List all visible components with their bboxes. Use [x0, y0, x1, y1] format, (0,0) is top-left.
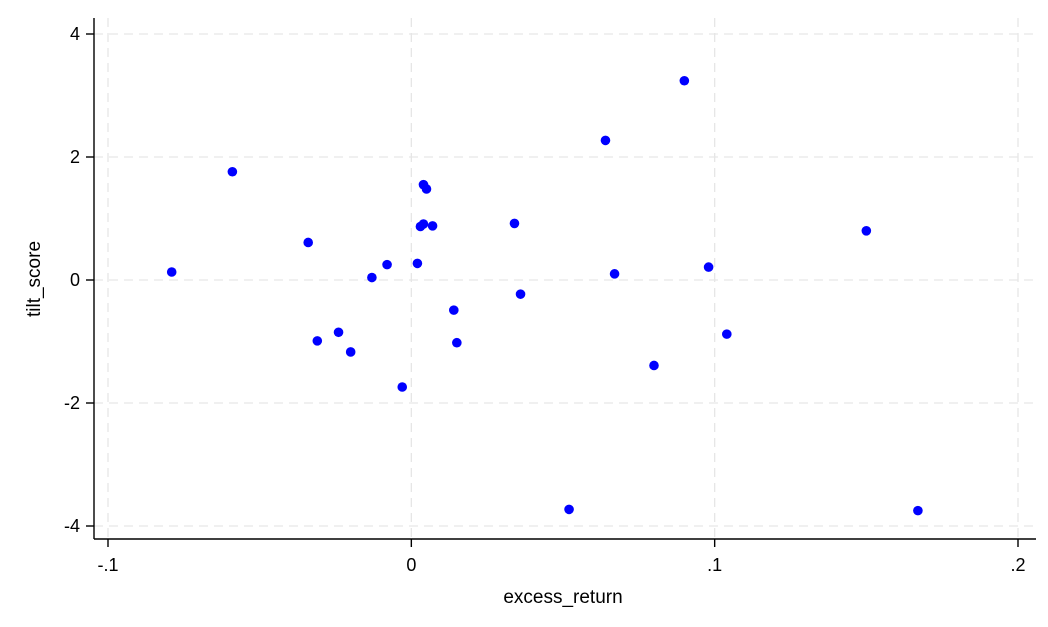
data-point	[509, 218, 520, 229]
data-point	[564, 504, 574, 515]
data-point	[913, 505, 923, 516]
data-point	[382, 259, 392, 270]
y-axis-title: tilt_score	[24, 241, 45, 317]
data-point	[333, 327, 344, 338]
y-tick-label: 0	[70, 270, 80, 290]
data-point	[427, 221, 438, 231]
data-point	[412, 258, 423, 269]
grid-layer	[94, 18, 1036, 539]
data-point	[367, 272, 377, 283]
data-point	[649, 360, 659, 371]
data-point	[397, 382, 408, 392]
data-point	[703, 262, 714, 272]
x-tick-label: .2	[1010, 555, 1025, 575]
data-point	[861, 226, 872, 236]
axes-layer	[93, 18, 1036, 540]
data-point	[345, 347, 356, 357]
y-tick-label: 4	[70, 24, 80, 44]
data-point	[609, 269, 620, 279]
x-tick-label: -.1	[97, 555, 118, 575]
ticks-layer: -4 -2 0 2 4 -.1 0 .1 .2	[64, 24, 1026, 575]
data-point	[312, 336, 323, 346]
data-point	[722, 329, 732, 339]
y-tick-label: 2	[70, 147, 80, 167]
data-point	[303, 237, 314, 248]
data-point	[515, 289, 526, 299]
y-tick-label: -2	[64, 393, 80, 413]
data-point	[166, 267, 177, 277]
data-point	[449, 305, 459, 315]
data-point	[452, 337, 462, 348]
data-point	[679, 75, 690, 86]
y-tick-label: -4	[64, 516, 80, 536]
x-tick-label: .1	[707, 555, 722, 575]
x-tick-label: 0	[406, 555, 416, 575]
data-point	[600, 135, 611, 146]
x-axis-title: excess_return	[503, 587, 622, 608]
data-point	[227, 166, 238, 177]
data-point	[421, 184, 432, 194]
points-layer	[166, 75, 923, 516]
data-point	[418, 219, 429, 229]
